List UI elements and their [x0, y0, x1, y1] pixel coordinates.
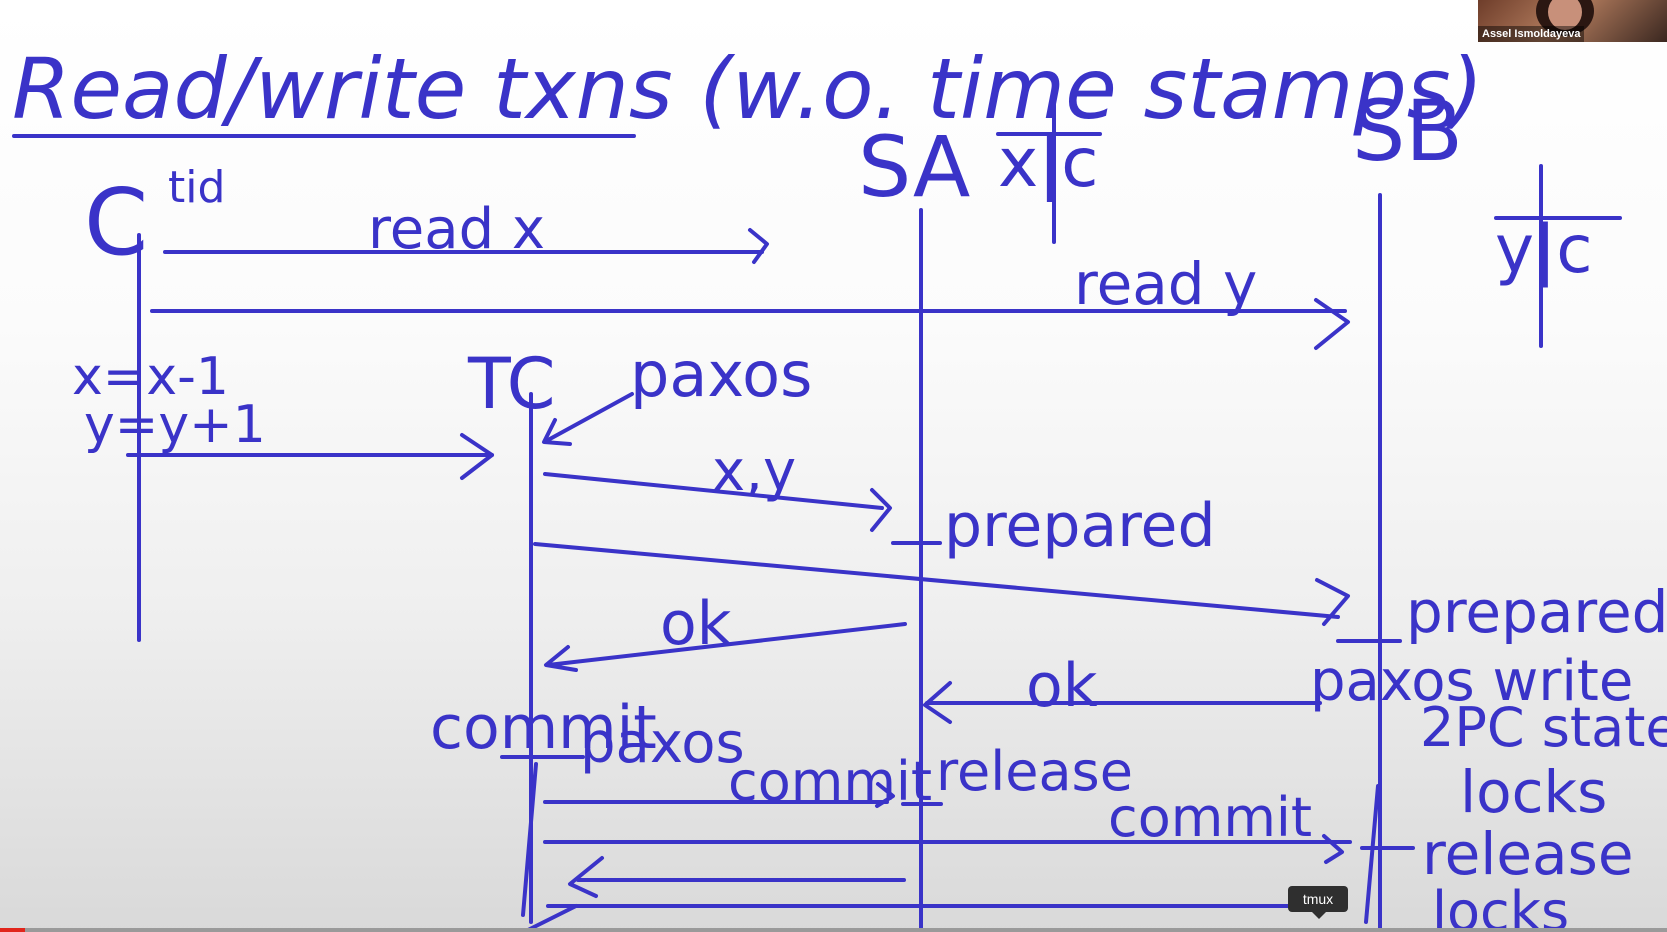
- client-op-y: y=y+1: [84, 395, 266, 455]
- prepared-a-label: prepared: [944, 491, 1216, 561]
- xy-arrowhead: [870, 488, 892, 532]
- read-y-arrowhead: [1314, 298, 1350, 350]
- bottom-arrowhead: [568, 856, 604, 898]
- paxos-arrow: [546, 392, 634, 442]
- sb-note-release: release: [1422, 820, 1634, 888]
- coordinator-label: TC: [467, 343, 556, 425]
- webcam-thumbnail[interactable]: Assel Ismoldayeva: [1478, 0, 1667, 42]
- ok-a-arrow: [546, 622, 907, 667]
- commit-paxos-label: paxos: [580, 711, 745, 776]
- ok-b-arrowhead: [923, 681, 952, 724]
- server-b-state: y|c: [1495, 211, 1593, 288]
- video-progress-fill: [0, 928, 25, 932]
- prepare-b-arrow: [533, 542, 1340, 619]
- xy-arrow: [543, 472, 884, 510]
- client-tid-label: tid: [168, 162, 225, 213]
- read-x-label: read x: [368, 197, 545, 262]
- release-label: release: [936, 740, 1133, 803]
- commit-label: commit: [430, 693, 657, 763]
- commit-a-label: commit: [728, 750, 932, 813]
- commit-b-arrowhead: [1322, 834, 1344, 864]
- ok-a-label: ok: [660, 589, 732, 659]
- client-op-x: x=x-1: [72, 347, 229, 407]
- commit-b-label: commit: [1108, 786, 1312, 849]
- release-b-slash: [1364, 784, 1380, 924]
- read-x-arrowhead: [748, 228, 769, 264]
- ok-b-label: ok: [1026, 651, 1098, 721]
- client-to-tc-arrowhead: [460, 433, 494, 480]
- server-a-label: SA: [858, 118, 970, 216]
- bottom-diagonal: [526, 904, 578, 932]
- sb-note-2pc-state: 2PC state: [1420, 696, 1667, 759]
- sb-note-locks: locks: [1460, 758, 1607, 826]
- sb-note-paxos-write: paxos write: [1310, 649, 1633, 714]
- server-b-label: SB: [1352, 82, 1463, 180]
- tc-bracket: [521, 762, 538, 917]
- page-title: Read/write txns (w.o. time stamps): [12, 40, 1483, 138]
- xy-label: x,y: [712, 439, 796, 504]
- webcam-face: [1548, 0, 1582, 30]
- paxos-label: paxos: [630, 338, 812, 411]
- webcam-name-label: Assel Ismoldayeva: [1478, 26, 1585, 42]
- video-progress-bar[interactable]: [0, 928, 1667, 932]
- prepare-b-arrowhead: [1315, 578, 1350, 626]
- ok-a-arrowhead: [544, 645, 578, 672]
- tmux-tooltip: tmux: [1288, 886, 1348, 912]
- server-a-state: x|c: [998, 124, 1099, 203]
- sb-note-locks-2: locks: [1432, 880, 1569, 932]
- commit-a-arrowhead: [875, 782, 895, 808]
- prepared-b-label: prepared: [1406, 578, 1667, 646]
- client-label: C: [84, 169, 148, 276]
- read-y-label: read y: [1074, 250, 1257, 318]
- paxos-arrowhead: [542, 418, 572, 446]
- tmux-tooltip-arrow: [1312, 912, 1326, 919]
